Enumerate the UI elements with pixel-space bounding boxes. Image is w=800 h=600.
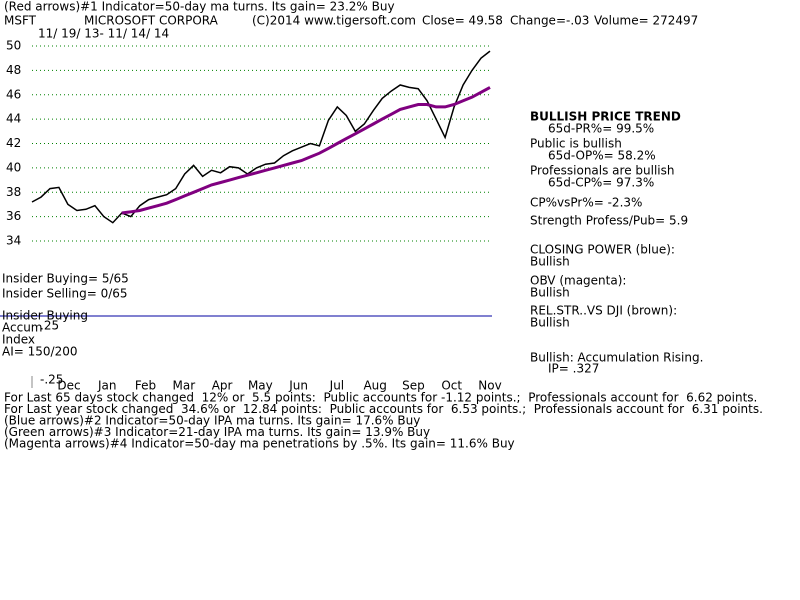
- right-note: CP%vsPr%= -2.3%: [530, 196, 642, 210]
- x-tick-label: Apr: [212, 379, 233, 393]
- left-note: .25: [40, 319, 59, 333]
- volume: Volume= 272497: [594, 14, 698, 28]
- left-note: Index: [2, 333, 35, 347]
- date-range: 11/ 19/ 13- 11/ 14/ 14: [38, 27, 169, 41]
- x-tick-label: Oct: [441, 379, 462, 393]
- footer-line: (Magenta arrows)#4 Indicator=50-day ma p…: [4, 437, 515, 451]
- y-tick-label: 38: [6, 185, 21, 199]
- right-note: Public is bullish: [530, 137, 622, 151]
- series-line: [31, 50, 491, 224]
- close: Close= 49.58: [422, 14, 503, 28]
- x-tick-label: Mar: [172, 379, 195, 393]
- right-note: Bullish: [530, 316, 570, 330]
- x-tick-label: May: [248, 379, 273, 393]
- y-tick-label: 42: [6, 136, 21, 150]
- x-tick-label: Feb: [135, 379, 156, 393]
- x-tick-label: Jul: [329, 379, 344, 393]
- left-note: Accum: [2, 321, 43, 335]
- header-line: (Red arrows)#1 Indicator=50-day ma turns…: [4, 0, 395, 14]
- x-tick-label: Aug: [363, 379, 386, 393]
- y-tick-label: 44: [6, 112, 21, 126]
- left-note: Insider Selling= 0/65: [2, 287, 128, 301]
- right-note: OBV (magenta):: [530, 274, 626, 288]
- left-note: -.25: [40, 373, 63, 387]
- footer-line: (Blue arrows)#2 Indicator=50-day IPA ma …: [4, 414, 420, 428]
- x-tick-label: Jun: [288, 379, 308, 393]
- right-note: Bullish: [530, 255, 570, 269]
- y-tick-label: 36: [6, 209, 21, 223]
- left-note: AI= 150/200: [2, 345, 77, 359]
- x-tick-label: Jan: [97, 379, 117, 393]
- change: Change=-.03: [510, 14, 589, 28]
- copyright: (C)2014 www.tigersoft.com: [252, 14, 416, 28]
- right-note: Bullish: Accumulation Rising.: [530, 351, 703, 365]
- left-note: Insider Buying: [2, 309, 88, 323]
- x-tick-label: Dec: [57, 379, 80, 393]
- y-tick-label: 40: [6, 160, 21, 174]
- right-note: Professionals are bullish: [530, 164, 675, 178]
- right-note: 65d-OP%= 58.2%: [548, 149, 656, 163]
- y-tick-label: 50: [6, 39, 21, 53]
- ticker: MSFT: [4, 14, 37, 28]
- y-tick-label: 48: [6, 63, 21, 77]
- right-note: 65d-CP%= 97.3%: [548, 176, 654, 190]
- footer-line: For Last 65 days stock changed 12% or 5.…: [4, 391, 757, 405]
- left-note: Insider Buying= 5/65: [2, 272, 129, 286]
- right-note: REL.STR..VS DJI (brown):: [530, 304, 677, 318]
- x-tick-label: Sep: [402, 379, 425, 393]
- y-tick-label: 34: [6, 234, 21, 248]
- y-tick-label: 46: [6, 87, 21, 101]
- company: MICROSOFT CORPORA: [84, 14, 219, 28]
- footer-line: (Green arrows)#3 Indicator=21-day IPA ma…: [4, 425, 430, 439]
- footer-line: For Last year stock changed 34.6% or 12.…: [4, 402, 763, 416]
- right-note: IP= .327: [548, 362, 599, 376]
- right-note: 65d-PR%= 99.5%: [548, 122, 654, 136]
- right-note: Strength Profess/Pub= 5.9: [530, 214, 688, 228]
- x-tick-label: Nov: [478, 379, 501, 393]
- right-note: BULLISH PRICE TREND: [530, 110, 681, 124]
- right-note: CLOSING POWER (blue):: [530, 243, 675, 257]
- series-line: [121, 86, 491, 215]
- right-note: Bullish: [530, 286, 570, 300]
